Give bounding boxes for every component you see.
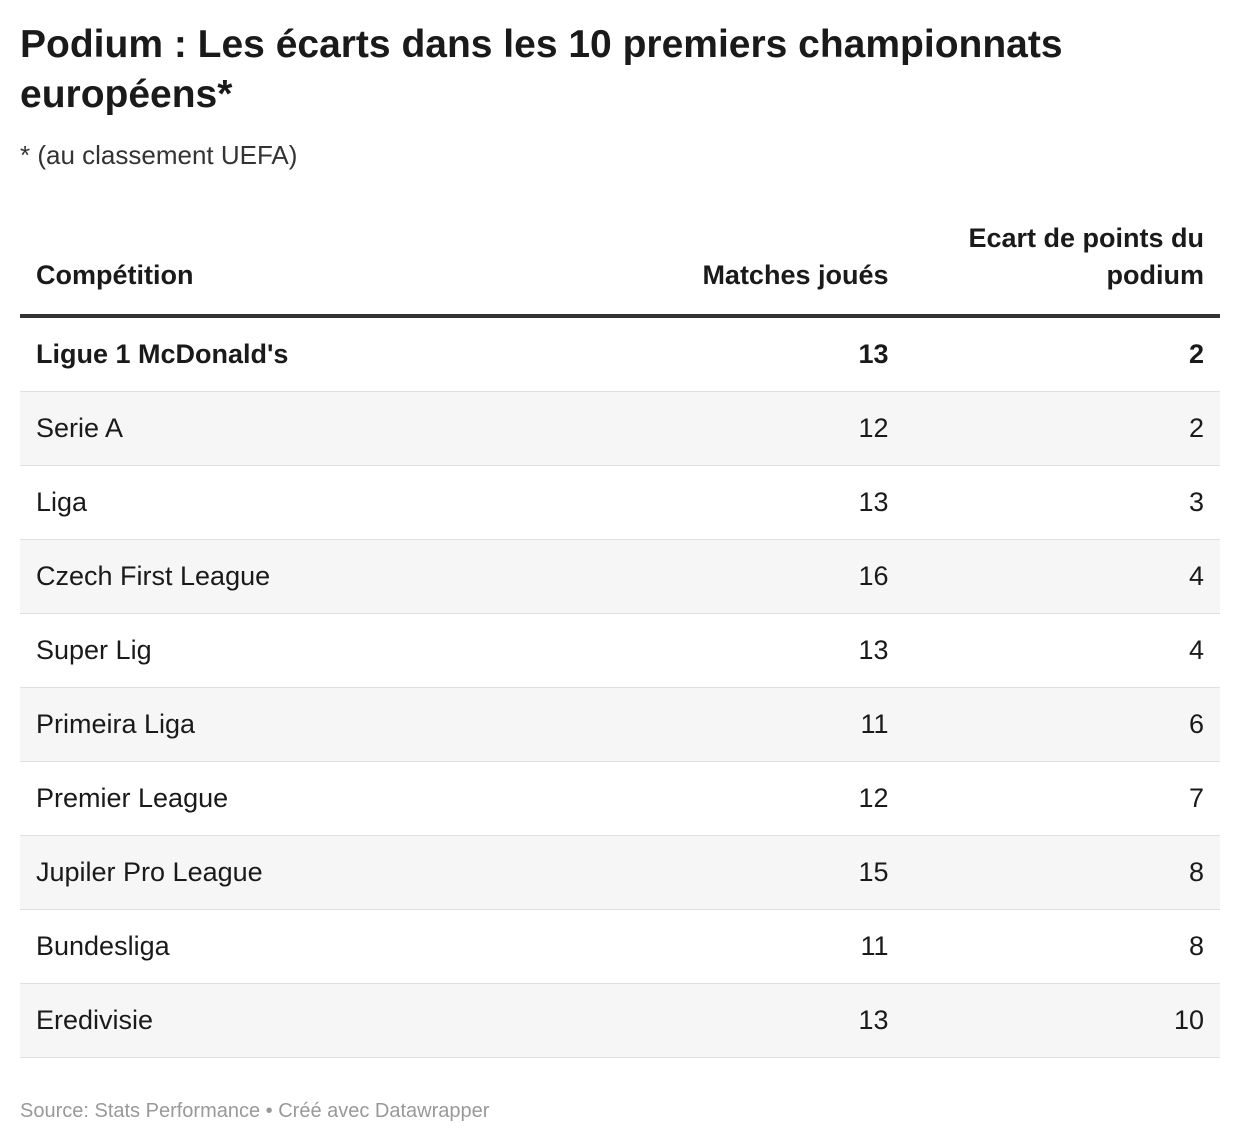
table-cell: 11 (598, 909, 905, 984)
table-cell: Premier League (20, 761, 599, 836)
table-cell: Ligue 1 McDonald's (20, 316, 599, 392)
table-cell: Eredivisie (20, 983, 599, 1058)
header-row: Compétition Matches joués Ecart de point… (20, 220, 1220, 318)
table-cell: 4 (904, 613, 1220, 688)
table-cell: 10 (904, 983, 1220, 1058)
table-cell: 13 (598, 316, 905, 392)
table-cell: 16 (598, 539, 905, 614)
table-cell: 4 (904, 539, 1220, 614)
table-cell: 13 (598, 465, 905, 540)
table-row: Premier League 12 7 (20, 761, 1220, 836)
table-cell: 8 (904, 909, 1220, 984)
table-row: Primeira Liga 11 6 (20, 687, 1220, 762)
table-cell: Czech First League (20, 539, 599, 614)
source: Source: Stats Performance • Créé avec Da… (20, 1100, 490, 1122)
table-cell: Jupiler Pro League (20, 835, 599, 910)
column-header: Matches joués (598, 220, 905, 318)
table-row: Bundesliga 11 8 (20, 909, 1220, 984)
table-row: Jupiler Pro League 15 8 (20, 835, 1220, 910)
table-cell: Liga (20, 465, 599, 540)
table-cell: Bundesliga (20, 909, 599, 984)
table-cell: Primeira Liga (20, 687, 599, 762)
table-cell: Serie A (20, 391, 599, 466)
title: Podium : Les écarts dans les 10 premiers… (20, 23, 1063, 116)
table-cell: 6 (904, 687, 1220, 762)
table-cell: 3 (904, 465, 1220, 540)
table-cell: 12 (598, 391, 905, 466)
table-cell: Super Lig (20, 613, 599, 688)
table-row: Super Lig 13 4 (20, 613, 1220, 688)
column-header: Ecart de points du podium (904, 220, 1220, 318)
table-row: Eredivisie 13 10 (20, 983, 1220, 1058)
table-cell: 13 (598, 613, 905, 688)
table-row: Liga 13 3 (20, 465, 1220, 540)
table-cell: 7 (904, 761, 1220, 836)
table-cell: 2 (904, 316, 1220, 392)
column-header: Compétition (20, 220, 599, 318)
table-cell: 13 (598, 983, 905, 1058)
table-cell: 2 (904, 391, 1220, 466)
table-cell: 12 (598, 761, 905, 836)
table-row: Serie A 12 2 (20, 391, 1220, 466)
subtitle: * (au classement UEFA) (20, 140, 298, 170)
table-cell: 11 (598, 687, 905, 762)
table-row: Czech First League 16 4 (20, 539, 1220, 614)
table-cell: 8 (904, 835, 1220, 910)
table: Compétition Matches joués Ecart de point… (20, 220, 1220, 1058)
table-row: Ligue 1 McDonald's 13 2 (20, 316, 1220, 392)
table-cell: 15 (598, 835, 905, 910)
